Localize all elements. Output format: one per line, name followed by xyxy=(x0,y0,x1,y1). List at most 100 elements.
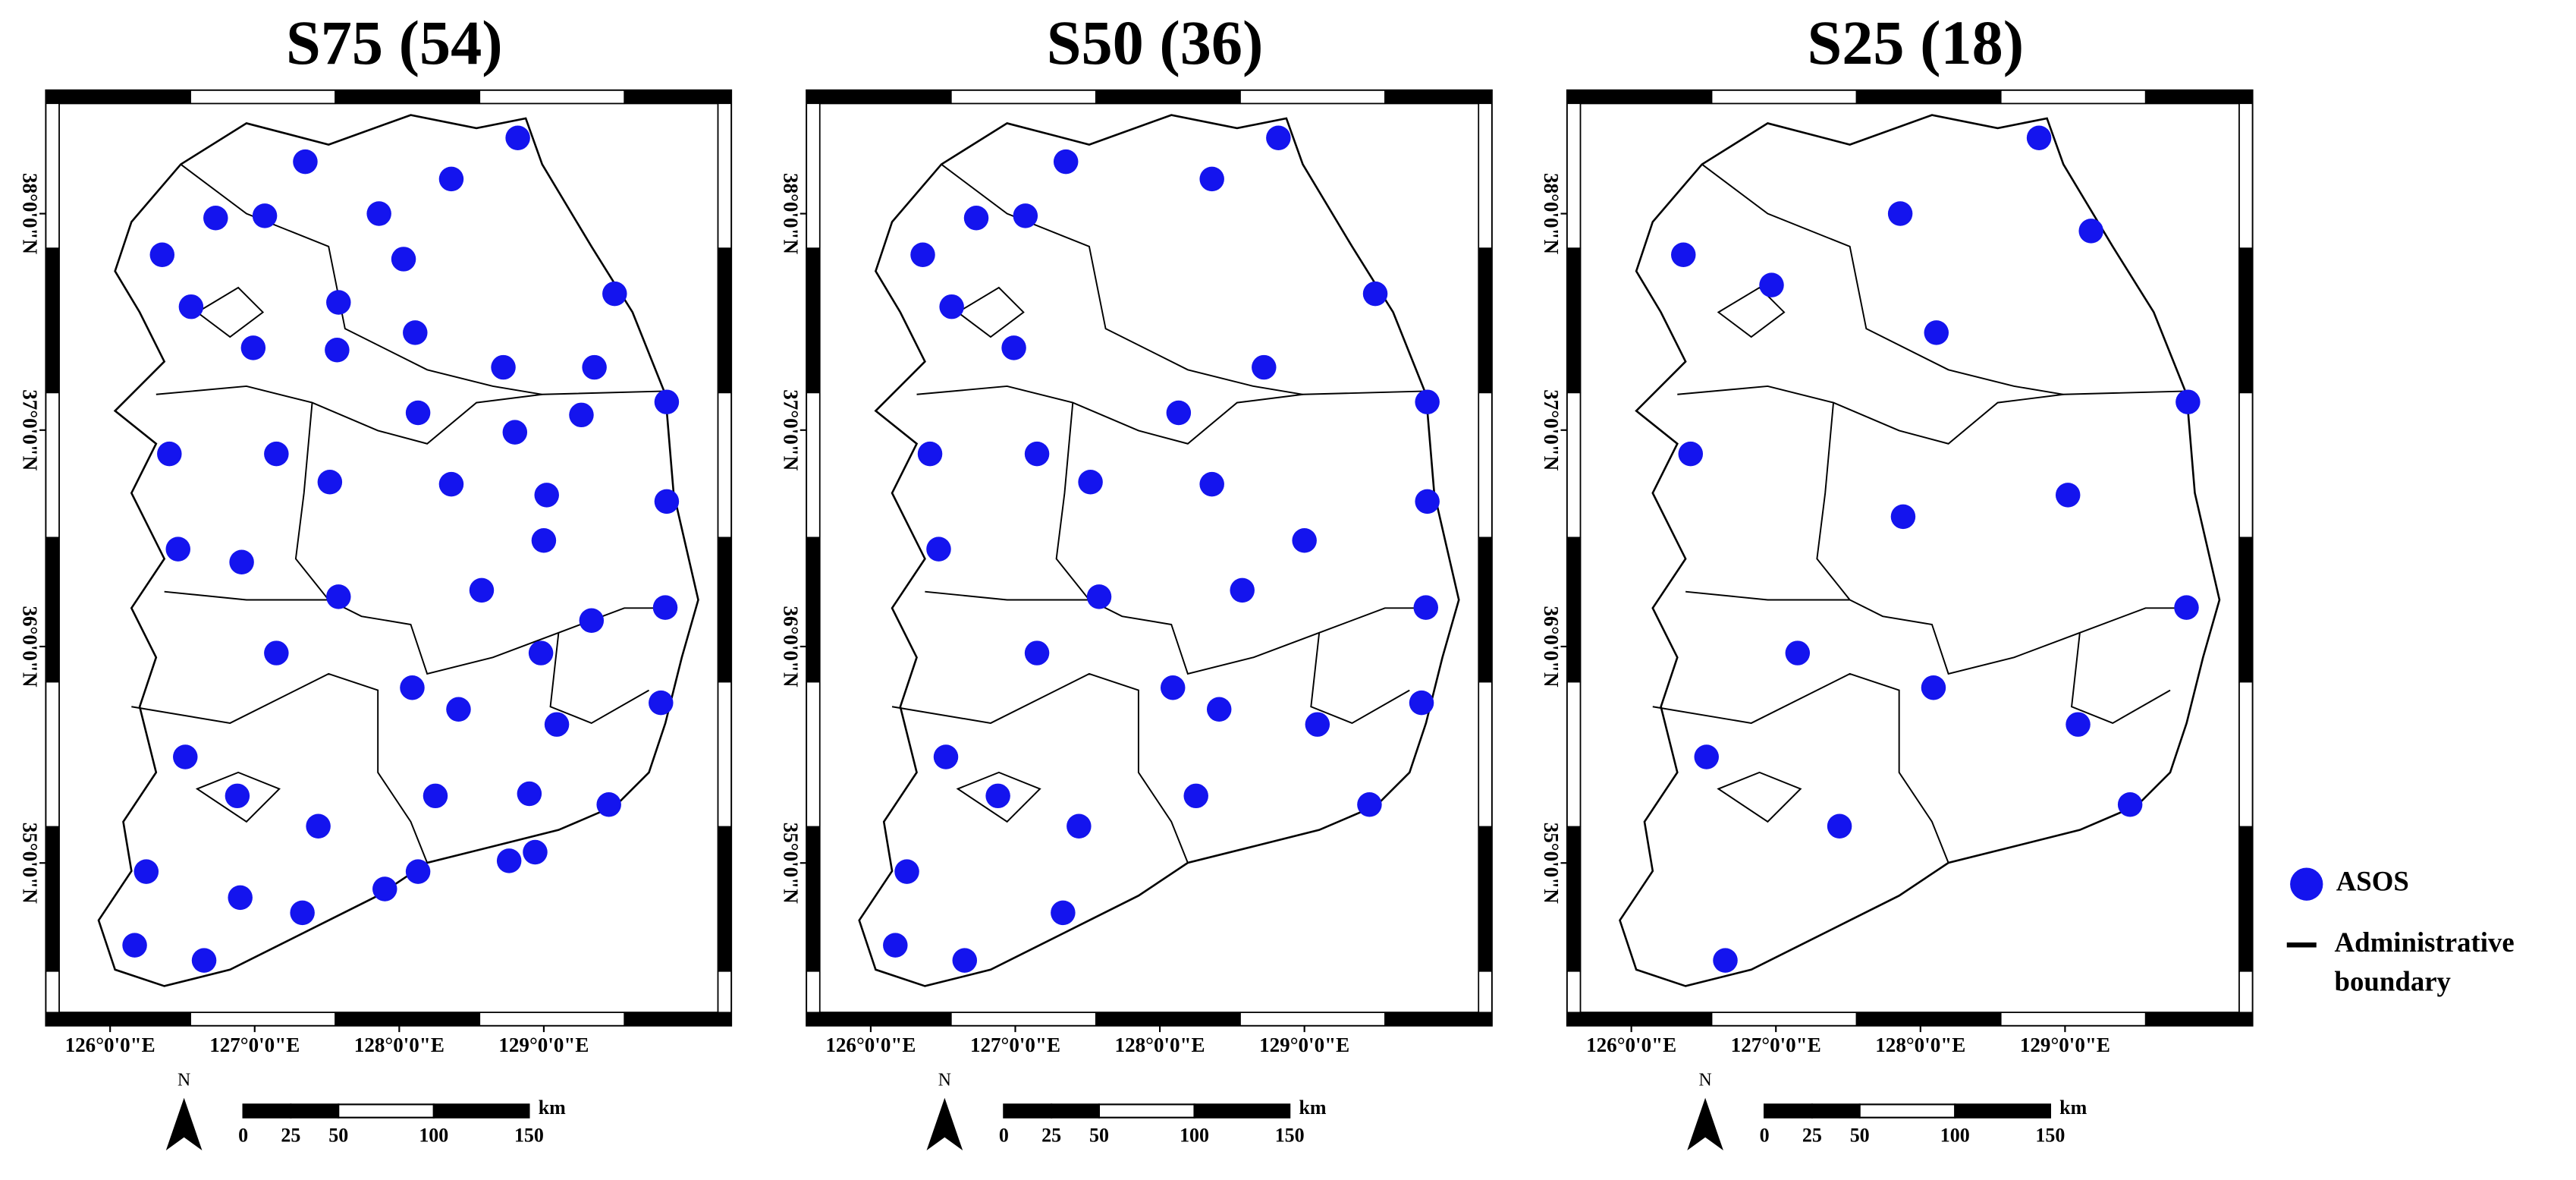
asos-station xyxy=(1160,675,1186,700)
frame-stripe xyxy=(717,102,732,249)
asos-station xyxy=(1921,675,1946,700)
asos-station xyxy=(985,783,1010,809)
asos-station xyxy=(225,783,250,809)
asos-station xyxy=(883,933,908,958)
frame-stripe xyxy=(2144,90,2253,105)
frame-stripe xyxy=(190,1012,336,1027)
scale-label: 150 xyxy=(514,1125,544,1147)
asos-station xyxy=(1713,948,1738,973)
legend-station-symbol xyxy=(2290,867,2323,901)
frame-stripe xyxy=(1566,971,1582,1013)
asos-station xyxy=(228,885,253,911)
asos-station xyxy=(317,469,343,495)
asos-station xyxy=(2055,483,2081,508)
asos-station xyxy=(926,537,951,562)
scale-label: 25 xyxy=(1041,1125,1061,1147)
frame-stripe xyxy=(46,392,60,538)
asos-station xyxy=(1890,504,1916,530)
asos-station xyxy=(1183,783,1208,809)
asos-station xyxy=(1305,712,1330,737)
asos-station xyxy=(544,712,570,737)
neat-line xyxy=(1579,102,2240,1013)
north-label: N xyxy=(1698,1071,1711,1090)
asos-station xyxy=(1415,389,1440,414)
asos-station xyxy=(1199,166,1224,192)
frame-stripe xyxy=(2000,90,2147,105)
frame-stripe xyxy=(1239,90,1386,105)
asos-station xyxy=(654,489,680,514)
scale-segment xyxy=(1003,1103,1053,1119)
asos-station xyxy=(2066,712,2091,737)
asos-station xyxy=(1086,584,1112,609)
frame-stripe xyxy=(1478,247,1493,394)
scale-label: 25 xyxy=(281,1125,300,1147)
lat-tick-label: 36°0'0"N xyxy=(19,606,42,687)
frame-stripe xyxy=(2238,826,2253,972)
asos-station xyxy=(290,900,315,926)
frame-stripe xyxy=(1566,826,1582,972)
frame-stripe xyxy=(1478,681,1493,828)
scale-label: 0 xyxy=(1760,1125,1770,1147)
frame-stripe xyxy=(1478,826,1493,972)
panel-title: S75 (54) xyxy=(286,8,503,77)
frame-stripe xyxy=(950,90,1097,105)
scale-unit: km xyxy=(1299,1097,1326,1119)
scale-label: 50 xyxy=(1089,1125,1109,1147)
asos-station xyxy=(534,483,559,508)
lon-tick-label: 126°0'0"E xyxy=(65,1034,156,1056)
asos-station xyxy=(569,402,594,428)
frame-stripe xyxy=(1566,537,1582,683)
asos-station xyxy=(1051,900,1076,926)
frame-stripe xyxy=(1566,392,1582,538)
frame-stripe xyxy=(479,1012,625,1027)
frame-stripe xyxy=(717,971,732,1013)
neat-line xyxy=(818,102,1480,1013)
frame-stripe xyxy=(717,826,732,972)
frame-stripe xyxy=(1566,247,1582,394)
asos-station xyxy=(502,420,528,445)
asos-station xyxy=(952,948,978,973)
asos-station xyxy=(405,859,431,884)
asos-station xyxy=(252,203,278,228)
lat-tick-label: 38°0'0"N xyxy=(1540,173,1563,254)
asos-station xyxy=(469,577,495,603)
asos-station xyxy=(306,813,331,839)
lat-tick-label: 38°0'0"N xyxy=(19,173,42,254)
scale-segment xyxy=(1051,1103,1101,1119)
asos-station xyxy=(325,337,350,363)
asos-station xyxy=(438,166,464,192)
scale-segment xyxy=(1858,1103,1956,1119)
neat-line xyxy=(58,102,719,1013)
lat-tick-label: 35°0'0"N xyxy=(779,823,802,904)
lon-tick-label: 128°0'0"E xyxy=(354,1034,445,1056)
asos-station xyxy=(240,335,266,360)
frame-stripe xyxy=(806,826,821,972)
asos-station xyxy=(391,247,416,272)
frame-stripe xyxy=(2238,971,2253,1013)
scale-segment xyxy=(1763,1103,1813,1119)
asos-station xyxy=(528,640,554,666)
frame-stripe xyxy=(335,1012,481,1027)
scale-label: 25 xyxy=(1802,1125,1822,1147)
asos-station xyxy=(191,948,217,973)
asos-station xyxy=(933,744,959,769)
scale-label: 0 xyxy=(238,1125,248,1147)
frame-stripe xyxy=(806,681,821,828)
asos-station xyxy=(1827,813,1852,839)
asos-station xyxy=(2078,219,2103,244)
asos-station xyxy=(2174,595,2199,620)
asos-station xyxy=(491,354,516,380)
asos-station xyxy=(326,584,351,609)
scale-segment xyxy=(242,1103,292,1119)
scale-segment xyxy=(338,1103,435,1119)
map-panel: S75 (54) 126°0'0"E 127°0'0"E 128°0'0"E 129°0… xyxy=(19,8,733,1151)
asos-station xyxy=(1409,690,1434,716)
frame-stripe xyxy=(1095,90,1241,105)
asos-station xyxy=(652,595,678,620)
asos-station xyxy=(517,781,542,807)
lon-tick-label: 128°0'0"E xyxy=(1875,1034,1965,1056)
asos-station xyxy=(264,441,289,467)
asos-station xyxy=(602,281,627,307)
